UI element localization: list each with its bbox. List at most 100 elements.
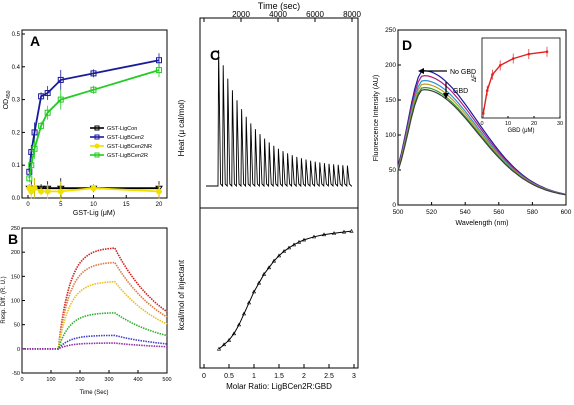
data-point	[44, 188, 51, 195]
ratio-tick-label: 1	[252, 373, 256, 380]
panel-a: A 0 5 10 15 200.00.10.20.30.40.5 GST-LigConG…	[3, 29, 168, 217]
isotherm-point	[281, 249, 287, 253]
data-point	[38, 122, 45, 129]
panel-d-annotations: No GBD GBD	[418, 68, 476, 99]
legend-label: GST-LigCon	[107, 126, 137, 132]
ratio-tick-label: 0	[202, 373, 206, 380]
inset-point	[511, 57, 515, 60]
data-point	[44, 90, 51, 97]
y-tick-label: 0.5	[12, 32, 21, 38]
panel-a-xlabel: GST-Lig (μM)	[73, 210, 115, 217]
time-tick-label: 4000	[269, 10, 287, 19]
x-tick-label: 0	[26, 202, 30, 208]
isotherm-point	[301, 237, 307, 242]
panel-b-xlabel: Time (Sec)	[79, 390, 108, 396]
x-tick-label: 500	[393, 209, 404, 216]
y-tick-label: 0.3	[12, 98, 21, 104]
ratio-tick-label: 1.5	[274, 373, 284, 380]
data-point	[26, 175, 33, 182]
x-tick-label: 560	[493, 209, 504, 216]
inset-axes: 0 10 20 30	[480, 116, 563, 127]
inset-x-tick-label: 20	[531, 121, 537, 127]
data-point	[90, 185, 97, 192]
legend-label: GST-LigBCen2NR	[107, 144, 152, 150]
isotherm-point	[341, 229, 347, 234]
emission-spectrum	[397, 88, 567, 196]
isotherm-point	[286, 245, 292, 250]
y-tick-label: 50	[14, 323, 20, 329]
panel-c-axes: 2000 4000 6000 8000 0 0.5 1 1.5 2 2.5 3	[202, 10, 361, 380]
inset-ylabel: ΔF	[472, 74, 478, 82]
inset-point	[527, 52, 531, 56]
panel-b-series	[22, 247, 168, 350]
x-tick-label: 20	[156, 202, 163, 208]
isotherm-point	[236, 322, 242, 327]
y-tick-label: 150	[11, 274, 20, 280]
x-tick-label: 580	[527, 209, 538, 216]
panel-d-ylabel: Fluorescence Intensity (AU)	[373, 75, 380, 161]
legend-marker	[94, 125, 100, 131]
isotherm-point	[321, 232, 327, 237]
gbd-arrowhead	[443, 93, 449, 99]
sensorgram	[22, 312, 168, 350]
data-point	[57, 188, 64, 195]
x-tick-label: 300	[104, 377, 113, 383]
legend-marker	[94, 134, 100, 140]
data-point	[57, 76, 64, 83]
inset-point	[482, 112, 485, 115]
time-tick-label: 8000	[343, 10, 361, 19]
x-tick-label: 10	[90, 202, 97, 208]
panel-a-ylabel: OD450	[3, 90, 12, 109]
data-point	[38, 93, 45, 100]
inset-frame	[481, 37, 561, 119]
inset-point	[491, 73, 494, 76]
y-tick-label: 100	[11, 299, 20, 305]
ratio-tick-label: 2.5	[324, 373, 334, 380]
inset-point	[545, 50, 549, 54]
y-tick-label: 150	[385, 97, 396, 104]
inset-point	[498, 64, 502, 67]
data-point	[31, 129, 38, 136]
isotherm-point	[241, 311, 247, 316]
y-tick-label: 200	[385, 62, 396, 69]
x-tick-label: 600	[561, 209, 572, 216]
x-tick-label: 5	[59, 202, 63, 208]
data-point	[28, 162, 35, 169]
data-point	[156, 57, 162, 64]
panel-a-series	[25, 53, 163, 202]
inset-x-tick-label: 0	[480, 121, 483, 127]
inset-series	[482, 46, 549, 119]
panel-c-top-ylabel: Heat (μ cal/mol)	[177, 99, 186, 156]
isotherm-point	[251, 289, 257, 294]
time-tick-label: 6000	[306, 10, 324, 19]
isotherm-point	[226, 337, 232, 342]
inset-xlabel: GBD (μM)	[507, 128, 534, 134]
panel-d-xlabel: Wavelength (nm)	[455, 220, 508, 227]
isotherm-point	[256, 280, 262, 285]
inset-x-tick-label: 30	[557, 121, 563, 127]
x-tick-label: 400	[133, 377, 142, 383]
x-tick-label: 540	[460, 209, 471, 216]
y-tick-label: 0.1	[12, 163, 21, 169]
isotherm-point	[221, 342, 227, 347]
panel-c-top-xlabel: Time (sec)	[258, 1, 300, 11]
data-point	[156, 188, 162, 195]
y-tick-label: 200	[11, 250, 20, 256]
isotherm-point	[266, 265, 272, 270]
x-tick-label: 0	[20, 377, 23, 383]
x-tick-label: 15	[123, 202, 130, 208]
x-tick-label: 500	[162, 377, 171, 383]
legend-marker	[94, 143, 100, 149]
data-point	[31, 145, 38, 152]
data-point	[38, 188, 45, 195]
isotherm-fit	[218, 230, 352, 350]
data-point	[156, 67, 162, 74]
thermogram-trace	[206, 49, 352, 188]
sensorgram	[22, 342, 167, 350]
panel-c-isotherm	[216, 228, 354, 351]
panel-b-label: B	[8, 231, 18, 247]
y-tick-label: 250	[11, 226, 20, 232]
